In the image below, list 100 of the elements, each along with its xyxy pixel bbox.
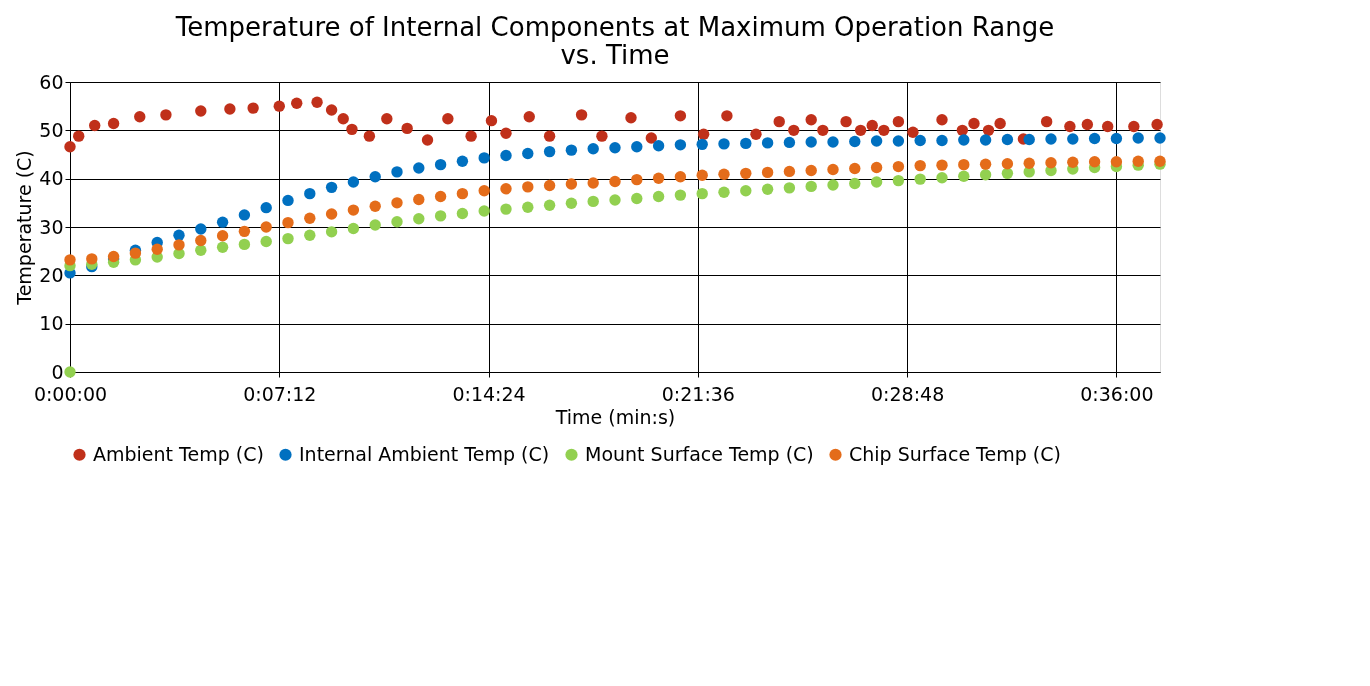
point	[1132, 155, 1144, 167]
legend-label: Ambient Temp (C)	[93, 442, 264, 465]
legend-label: Chip Surface Temp (C)	[849, 442, 1061, 465]
point	[325, 226, 338, 238]
y-tick-label: 0	[51, 360, 64, 383]
point	[565, 197, 578, 210]
point	[543, 145, 556, 158]
point	[391, 215, 403, 228]
point	[543, 130, 556, 142]
y-tick-label: 10	[39, 312, 64, 335]
point	[721, 110, 733, 122]
point	[134, 111, 146, 123]
point	[849, 135, 861, 148]
point	[500, 203, 512, 215]
point	[718, 186, 730, 198]
point	[1151, 118, 1163, 131]
point	[631, 173, 643, 186]
point	[979, 158, 992, 170]
point	[442, 113, 454, 125]
point	[1023, 133, 1035, 146]
point	[1088, 132, 1101, 145]
point	[773, 115, 785, 128]
point	[89, 119, 101, 132]
point	[107, 117, 120, 130]
x-tick-label: 0:00:00	[33, 382, 108, 405]
point	[238, 209, 251, 221]
point	[1001, 133, 1014, 146]
point	[401, 122, 413, 135]
point	[369, 200, 381, 212]
point	[652, 172, 665, 184]
legend-label: Internal Ambient Temp (C)	[299, 442, 550, 465]
point	[260, 201, 272, 214]
point	[325, 181, 338, 194]
point	[783, 165, 796, 178]
point	[500, 149, 512, 162]
point	[413, 213, 425, 225]
y-tick-label: 60	[39, 70, 64, 93]
point	[434, 210, 447, 222]
point	[173, 229, 185, 241]
point	[64, 141, 76, 153]
point	[304, 212, 316, 224]
point	[805, 164, 817, 177]
point	[478, 152, 490, 164]
point	[587, 195, 599, 208]
point	[761, 137, 774, 149]
point	[840, 115, 852, 128]
point	[805, 114, 817, 126]
legend-label: Mount Surface Temp (C)	[585, 442, 814, 465]
point	[979, 169, 992, 181]
point	[64, 366, 76, 378]
point	[718, 138, 730, 150]
point	[805, 180, 817, 193]
point	[587, 177, 599, 189]
point	[485, 114, 498, 127]
point	[968, 117, 980, 130]
x-tick-label: 0:14:24	[452, 382, 526, 405]
point	[1154, 132, 1166, 144]
point	[631, 141, 643, 153]
point	[1088, 156, 1101, 168]
point	[195, 234, 207, 247]
y-tick-label: 30	[39, 215, 64, 238]
point	[216, 230, 229, 242]
point	[849, 162, 861, 175]
point	[173, 239, 185, 251]
x-tick-label: 0:36:00	[1080, 382, 1154, 405]
point	[325, 208, 338, 220]
point	[609, 175, 621, 188]
point	[1067, 156, 1079, 168]
point	[543, 199, 556, 211]
point	[958, 158, 970, 171]
point	[827, 136, 839, 148]
point	[783, 182, 796, 194]
point	[1110, 156, 1123, 168]
point	[369, 219, 381, 231]
point	[718, 168, 730, 181]
point	[892, 135, 905, 147]
point	[609, 142, 621, 154]
point	[870, 176, 883, 188]
point	[565, 144, 578, 156]
point	[761, 183, 774, 195]
point	[160, 109, 172, 121]
point	[914, 159, 926, 172]
point	[381, 113, 393, 125]
x-tick-label: 0:21:36	[661, 382, 735, 405]
point	[465, 130, 477, 142]
point	[522, 181, 534, 193]
point	[282, 232, 294, 245]
point	[907, 126, 919, 138]
point	[304, 229, 316, 241]
point	[625, 112, 637, 124]
point	[958, 134, 970, 146]
point	[391, 166, 403, 178]
point	[1045, 157, 1057, 169]
point	[936, 134, 948, 147]
point	[247, 102, 259, 114]
y-tick-label: 50	[39, 118, 64, 141]
point	[523, 111, 535, 123]
point	[195, 223, 207, 235]
point	[311, 96, 323, 108]
point	[195, 244, 207, 256]
